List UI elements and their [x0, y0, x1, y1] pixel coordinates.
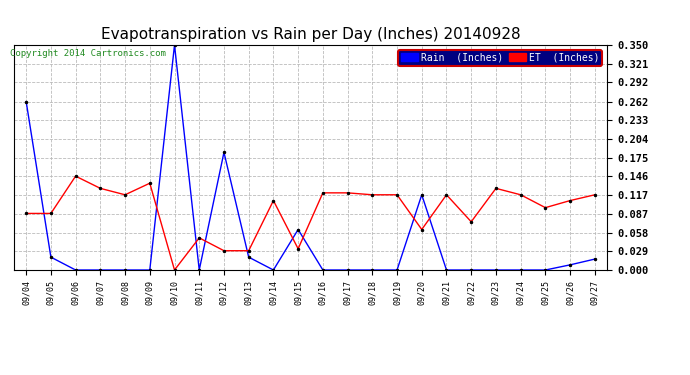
Text: Copyright 2014 Cartronics.com: Copyright 2014 Cartronics.com	[10, 49, 166, 58]
Title: Evapotranspiration vs Rain per Day (Inches) 20140928: Evapotranspiration vs Rain per Day (Inch…	[101, 27, 520, 42]
Legend: Rain  (Inches), ET  (Inches): Rain (Inches), ET (Inches)	[398, 50, 602, 66]
